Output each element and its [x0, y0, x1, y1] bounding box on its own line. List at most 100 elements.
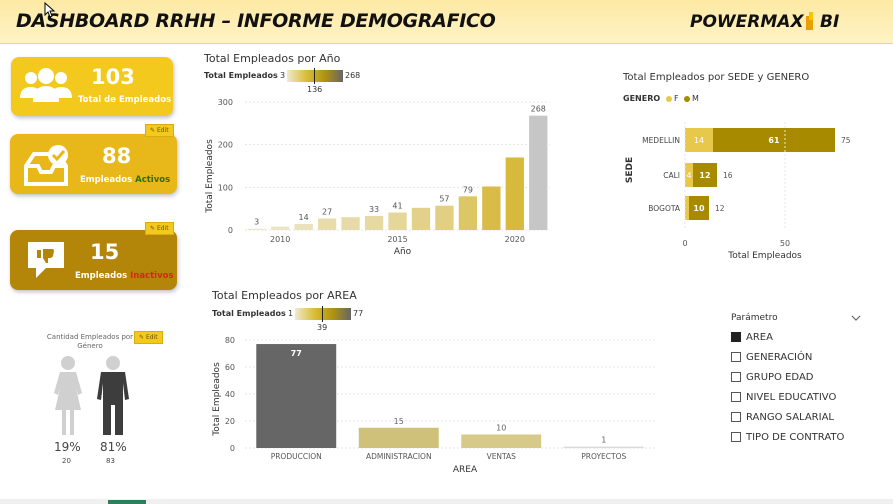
year-bar[interactable] [247, 228, 266, 230]
sede-category-label: CALI [663, 171, 680, 180]
year-ytick-label: 100 [218, 183, 233, 192]
sede-yaxis-title: SEDE [625, 157, 635, 183]
year-bar[interactable] [458, 196, 478, 230]
area-category-label: ADMINISTRACION [366, 452, 432, 461]
inbox-check-icon [24, 145, 68, 186]
area-bar-label: 77 [291, 349, 302, 358]
page-tab-indicator[interactable] [108, 500, 146, 504]
kpi-activos-highlight: Activos [135, 175, 171, 185]
sede-total-label: 75 [841, 136, 851, 145]
sede-xtick-label: 50 [780, 239, 790, 248]
year-bar[interactable] [482, 186, 501, 230]
area-bar[interactable] [256, 344, 337, 448]
checkbox[interactable] [731, 352, 741, 362]
kpi-card-inactivos[interactable]: 15 Empleados Inactivos [10, 230, 177, 290]
legend-m-dot [684, 96, 690, 102]
male-percentage: 81% [100, 440, 127, 454]
parameter-slicer-title: Parámetro [731, 313, 778, 323]
parameter-option-label: RANGO SALARIAL [746, 411, 834, 423]
kpi-card-total-empleados[interactable]: 103 Total de Empleados [11, 57, 173, 116]
parameter-option[interactable]: TIPO DE CONTRATO [731, 427, 871, 447]
area-bar-label: 10 [496, 424, 506, 433]
year-bar-label: 57 [439, 195, 449, 204]
dashboard-title: DASHBOARD RRHH – INFORME DEMOGRAFICO [16, 10, 496, 32]
sede-bar-m[interactable] [713, 128, 835, 152]
area-chart-plot: 0 20 40 60 80 77 PRODUCCION 15 ADMINISTRACION 10 V… [212, 336, 655, 475]
year-legend-mid: 136 [307, 85, 323, 94]
parameter-option[interactable]: GENERACIÓN [731, 347, 871, 367]
area-yaxis-title: Total Empleados [212, 362, 222, 437]
parameter-option[interactable]: NIVEL EDUCATIVO [731, 387, 871, 407]
parameter-option-label: TIPO DE CONTRATO [746, 431, 845, 443]
checkbox[interactable] [731, 332, 741, 342]
edit-button-activos[interactable]: ✎ Edit [145, 124, 174, 137]
year-legend-min: 3 [280, 71, 286, 80]
area-bar[interactable] [563, 446, 644, 449]
mouse-cursor-icon [44, 2, 56, 18]
checkbox[interactable] [731, 372, 741, 382]
page-bottom-strip [0, 499, 893, 504]
area-legend-gradient [295, 308, 351, 320]
sede-m-label: 61 [768, 136, 780, 145]
chevron-down-icon[interactable] [851, 314, 861, 322]
sede-legend-label: GENERO [623, 94, 661, 103]
area-bar[interactable] [461, 434, 542, 449]
year-bar[interactable] [411, 207, 431, 230]
sede-bar-f[interactable] [685, 163, 693, 187]
kpi-activos-value: 88 [102, 144, 132, 168]
legend-f-label: F [674, 94, 679, 103]
kpi-total-label: Total de Empleados [78, 95, 172, 105]
checkbox[interactable] [731, 432, 741, 442]
checkbox[interactable] [731, 392, 741, 402]
checkbox[interactable] [731, 412, 741, 422]
edit-label: Edit [156, 225, 169, 232]
sede-bar-f[interactable] [685, 128, 713, 152]
brand-logo-suffix: BI [820, 12, 840, 32]
year-xaxis-title: Año [394, 247, 412, 257]
year-bar[interactable] [505, 157, 524, 230]
edit-button-gender[interactable]: ✎ Edit [134, 331, 163, 344]
sede-m-label: 12 [699, 171, 710, 180]
sede-chart-plot: MEDELLIN 14 61 75 CALI 4 12 16 BOGOTA 10 12 0 50 Tota… [625, 122, 851, 261]
sede-xaxis-title: Total Empleados [727, 251, 802, 261]
year-bar[interactable] [388, 212, 407, 230]
area-bar[interactable] [358, 427, 439, 448]
sede-bar-f[interactable] [685, 196, 689, 220]
year-bar-label: 3 [254, 218, 259, 227]
year-bar-label: 14 [299, 213, 309, 222]
year-bar[interactable] [529, 115, 548, 230]
sede-total-label: 12 [715, 204, 725, 213]
people-group-icon [20, 68, 72, 102]
parameter-option[interactable]: RANGO SALARIAL [731, 407, 871, 427]
header-bar [0, 0, 893, 44]
edit-label: Edit [156, 127, 169, 134]
area-ytick-label: 80 [225, 336, 235, 345]
kpi-activos-label: Empleados Activos [80, 175, 170, 185]
area-ytick-label: 60 [225, 363, 235, 372]
parameter-option-label: AREA [746, 331, 773, 343]
area-category-label: PROYECTOS [581, 452, 626, 461]
year-chart-title: Total Empleados por Año [204, 52, 341, 65]
year-bar[interactable] [364, 215, 384, 230]
year-bar[interactable] [435, 205, 454, 230]
sede-bar-m[interactable] [693, 163, 717, 187]
year-legend-gradient [287, 70, 343, 82]
parameter-option[interactable]: AREA [731, 327, 871, 347]
area-legend-label: Total Empleados [212, 309, 286, 318]
kpi-inactivos-value: 15 [90, 240, 120, 264]
year-bar[interactable] [341, 217, 360, 230]
year-bar[interactable] [294, 224, 313, 230]
area-legend-marker [322, 306, 323, 322]
edit-button-inactivos[interactable]: ✎ Edit [145, 222, 174, 235]
year-bar[interactable] [317, 218, 337, 230]
female-figure-icon [54, 356, 82, 435]
area-legend-max: 77 [353, 309, 364, 318]
parameter-option[interactable]: GRUPO EDAD [731, 367, 871, 387]
parameter-option-label: GENERACIÓN [746, 351, 813, 363]
gender-visual-title: Cantidad Empleados por Género [46, 333, 134, 350]
year-bar-label: 268 [531, 105, 546, 114]
female-percentage: 19% [54, 440, 81, 454]
sede-bar-m[interactable] [689, 196, 709, 220]
kpi-card-activos[interactable]: 88 Empleados Activos [10, 134, 177, 194]
year-bar[interactable] [271, 226, 290, 230]
